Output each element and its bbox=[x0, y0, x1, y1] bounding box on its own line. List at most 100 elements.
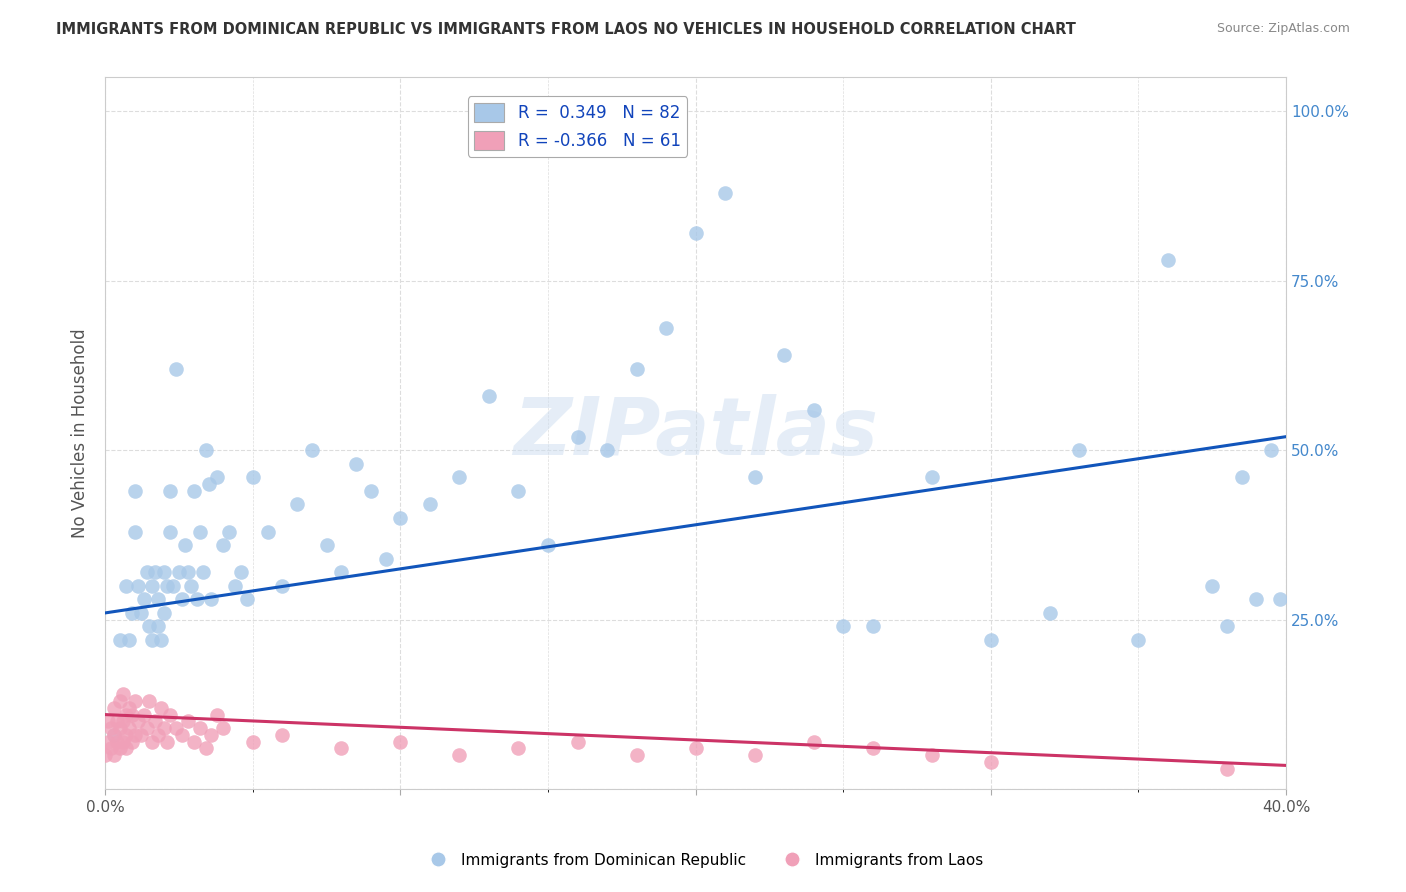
Point bbox=[183, 483, 205, 498]
Point bbox=[389, 511, 412, 525]
Point bbox=[200, 592, 222, 607]
Text: Source: ZipAtlas.com: Source: ZipAtlas.com bbox=[1216, 22, 1350, 36]
Point bbox=[188, 721, 211, 735]
Point bbox=[174, 538, 197, 552]
Point bbox=[207, 470, 229, 484]
Point bbox=[148, 592, 170, 607]
Point bbox=[271, 728, 294, 742]
Point bbox=[121, 707, 143, 722]
Point bbox=[103, 701, 125, 715]
Point bbox=[537, 538, 560, 552]
Point bbox=[129, 728, 152, 742]
Legend: R =  0.349   N = 82, R = -0.366   N = 61: R = 0.349 N = 82, R = -0.366 N = 61 bbox=[468, 96, 688, 157]
Point bbox=[596, 443, 619, 458]
Point bbox=[285, 498, 308, 512]
Point bbox=[150, 701, 173, 715]
Point bbox=[197, 477, 219, 491]
Point bbox=[194, 741, 217, 756]
Point bbox=[145, 566, 167, 580]
Point bbox=[132, 592, 155, 607]
Point bbox=[229, 566, 252, 580]
Point bbox=[105, 734, 128, 748]
Point bbox=[177, 566, 200, 580]
Point bbox=[1230, 470, 1253, 484]
Point bbox=[127, 579, 149, 593]
Point bbox=[236, 592, 259, 607]
Point bbox=[685, 227, 707, 241]
Point bbox=[1268, 592, 1291, 607]
Point bbox=[159, 707, 181, 722]
Point bbox=[1039, 606, 1062, 620]
Point bbox=[242, 470, 264, 484]
Point bbox=[111, 714, 134, 729]
Point bbox=[449, 748, 471, 763]
Point bbox=[218, 524, 240, 539]
Point bbox=[148, 728, 170, 742]
Point bbox=[330, 741, 353, 756]
Point bbox=[1201, 579, 1223, 593]
Point bbox=[567, 734, 589, 748]
Point bbox=[156, 579, 179, 593]
Point bbox=[1216, 762, 1239, 776]
Point bbox=[224, 579, 246, 593]
Point bbox=[183, 734, 205, 748]
Point bbox=[100, 741, 122, 756]
Point bbox=[980, 755, 1002, 769]
Point bbox=[180, 579, 202, 593]
Point bbox=[301, 443, 323, 458]
Text: IMMIGRANTS FROM DOMINICAN REPUBLIC VS IMMIGRANTS FROM LAOS NO VEHICLES IN HOUSEH: IMMIGRANTS FROM DOMINICAN REPUBLIC VS IM… bbox=[56, 22, 1076, 37]
Y-axis label: No Vehicles in Household: No Vehicles in Household bbox=[72, 328, 89, 538]
Point bbox=[1246, 592, 1268, 607]
Point bbox=[124, 728, 146, 742]
Point bbox=[315, 538, 337, 552]
Point bbox=[135, 721, 157, 735]
Point bbox=[121, 606, 143, 620]
Point bbox=[256, 524, 278, 539]
Point bbox=[271, 579, 294, 593]
Point bbox=[115, 579, 138, 593]
Point bbox=[744, 748, 766, 763]
Legend: Immigrants from Dominican Republic, Immigrants from Laos: Immigrants from Dominican Republic, Immi… bbox=[416, 847, 990, 873]
Point bbox=[626, 362, 648, 376]
Point bbox=[803, 402, 825, 417]
Point bbox=[156, 734, 179, 748]
Point bbox=[121, 734, 143, 748]
Point bbox=[103, 728, 125, 742]
Point bbox=[162, 579, 184, 593]
Point bbox=[191, 566, 214, 580]
Point bbox=[330, 566, 353, 580]
Point bbox=[921, 470, 943, 484]
Point bbox=[170, 592, 193, 607]
Point bbox=[118, 633, 141, 648]
Point bbox=[145, 714, 167, 729]
Point bbox=[141, 633, 163, 648]
Point bbox=[129, 606, 152, 620]
Point bbox=[508, 741, 530, 756]
Point bbox=[105, 714, 128, 729]
Point bbox=[103, 748, 125, 763]
Point bbox=[374, 551, 396, 566]
Point bbox=[773, 348, 796, 362]
Point bbox=[115, 707, 138, 722]
Point bbox=[200, 728, 222, 742]
Text: ZIPatlas: ZIPatlas bbox=[513, 394, 879, 472]
Point bbox=[212, 721, 235, 735]
Point bbox=[115, 728, 138, 742]
Point bbox=[159, 483, 181, 498]
Point bbox=[655, 321, 678, 335]
Point bbox=[108, 694, 131, 708]
Point bbox=[108, 633, 131, 648]
Point bbox=[124, 524, 146, 539]
Point bbox=[132, 707, 155, 722]
Point bbox=[170, 728, 193, 742]
Point bbox=[118, 701, 141, 715]
Point bbox=[626, 748, 648, 763]
Point bbox=[803, 734, 825, 748]
Point bbox=[138, 694, 160, 708]
Point bbox=[714, 186, 737, 200]
Point bbox=[921, 748, 943, 763]
Point bbox=[1157, 253, 1180, 268]
Point bbox=[344, 457, 367, 471]
Point bbox=[419, 498, 441, 512]
Point bbox=[1260, 443, 1282, 458]
